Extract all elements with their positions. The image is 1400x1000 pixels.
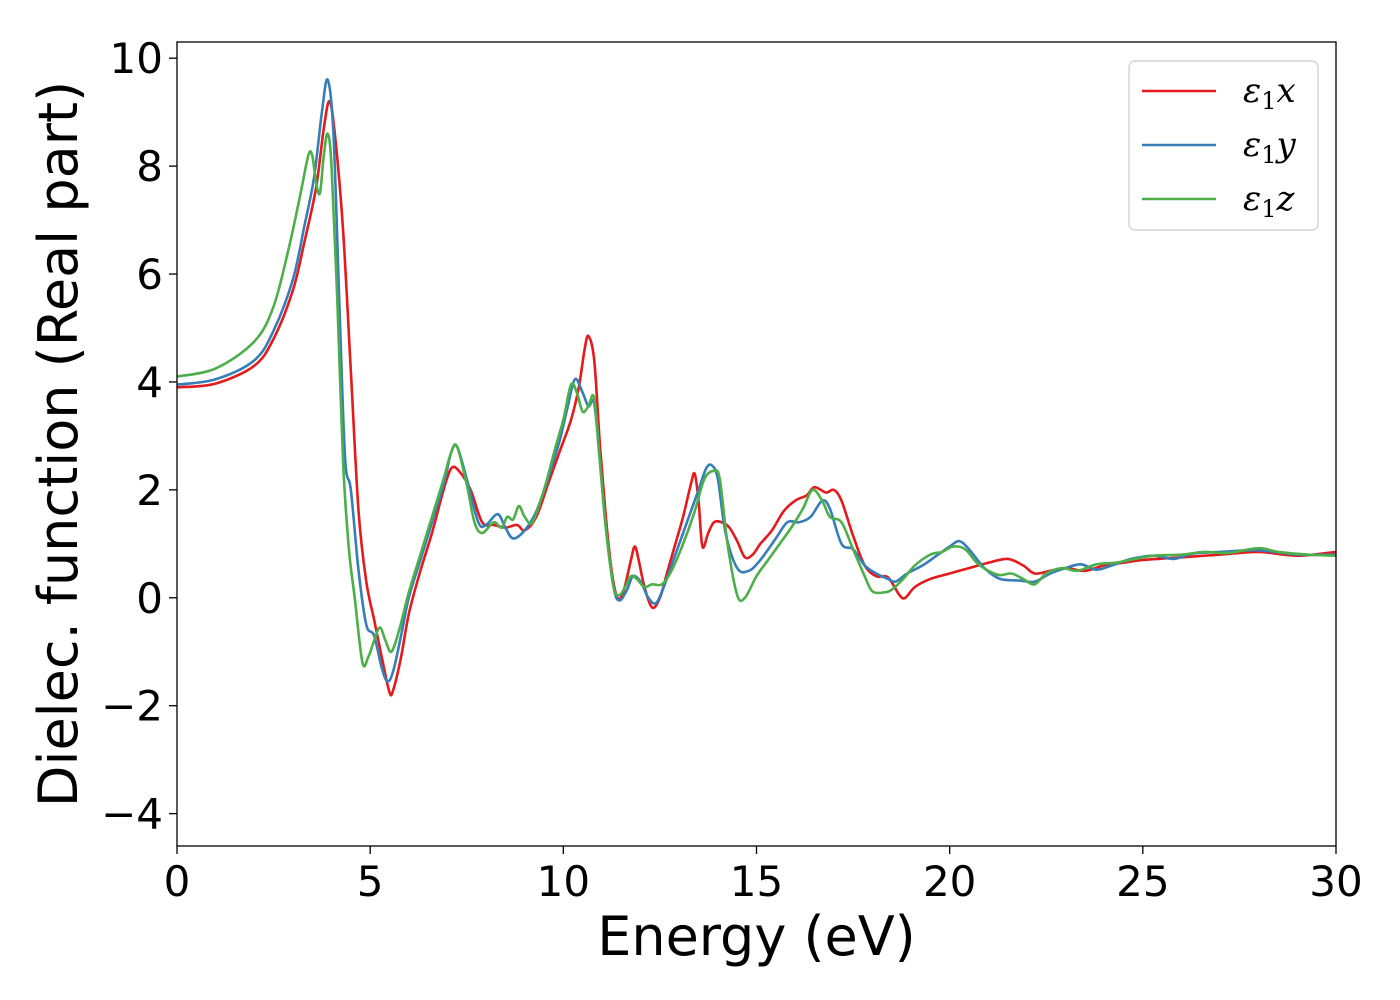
y-tick-label: 0 bbox=[136, 574, 163, 623]
x-tick-label: 25 bbox=[1116, 857, 1169, 906]
x-axis: 0 5 10 15 20 25 30 bbox=[164, 846, 1363, 906]
legend-label-y: ε1y bbox=[1243, 125, 1297, 169]
y-tick-label: 4 bbox=[136, 358, 163, 407]
x-tick-label: 10 bbox=[537, 857, 590, 906]
y-tick-label: 8 bbox=[136, 142, 163, 191]
legend-label-z: ε1z bbox=[1243, 179, 1296, 223]
legend-frame bbox=[1128, 60, 1319, 231]
x-tick-label: 0 bbox=[164, 857, 191, 906]
x-tick-label: 30 bbox=[1309, 857, 1362, 906]
x-axis-label: Energy (eV) bbox=[597, 905, 916, 968]
x-tick-label: 20 bbox=[923, 857, 976, 906]
plot-area bbox=[176, 41, 1337, 847]
y-axis: −4 −2 0 2 4 6 8 10 bbox=[101, 34, 177, 839]
y-axis-label: Dielec. function (Real part) bbox=[27, 81, 90, 807]
y-tick-label: 2 bbox=[136, 466, 163, 515]
series-line-z bbox=[177, 132, 1336, 668]
series-line-x bbox=[177, 100, 1336, 697]
x-tick-label: 15 bbox=[730, 857, 783, 906]
x-tick-label: 5 bbox=[357, 857, 384, 906]
series-layer bbox=[177, 78, 1336, 697]
y-tick-label: −4 bbox=[101, 790, 163, 839]
y-tick-label: −2 bbox=[101, 682, 163, 731]
legend: ε1x ε1y ε1z bbox=[1128, 60, 1319, 231]
y-tick-label: 6 bbox=[136, 250, 163, 299]
legend-label-x: ε1x bbox=[1243, 71, 1296, 115]
y-tick-label: 10 bbox=[110, 34, 163, 83]
